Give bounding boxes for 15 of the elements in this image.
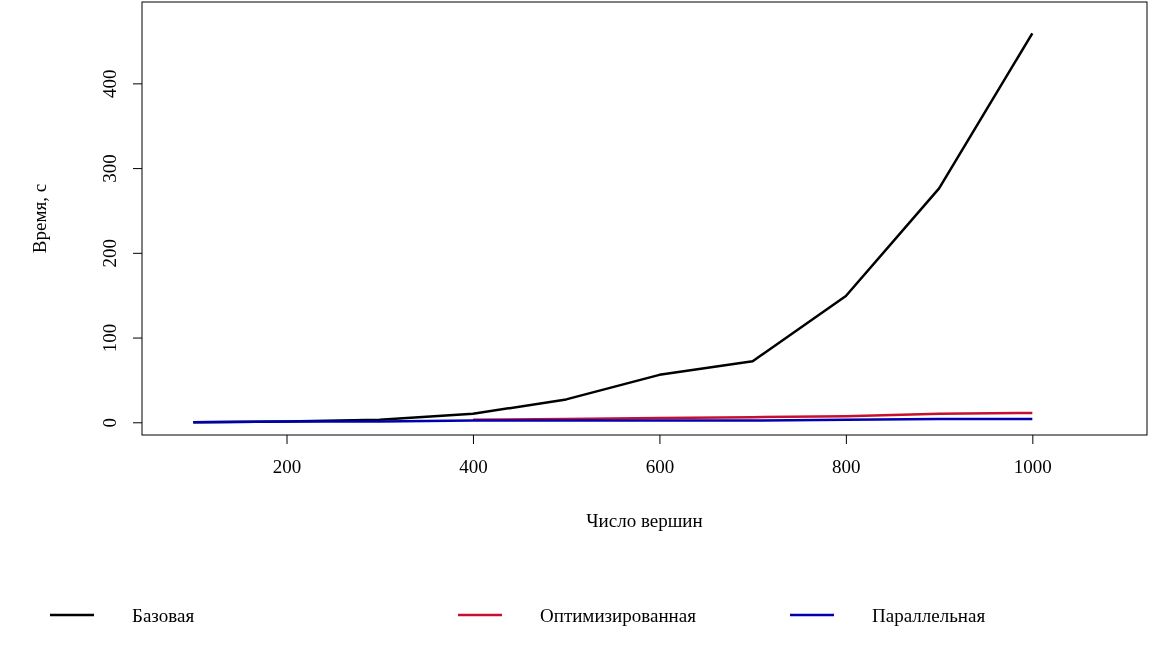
x-tick-label: 1000 — [1013, 456, 1052, 478]
legend-label: Оптимизированная — [540, 605, 697, 626]
y-tick-label: 300 — [99, 154, 120, 183]
x-tick-label: 200 — [272, 456, 302, 478]
x-tick-label: 800 — [832, 456, 861, 478]
y-tick-label: 200 — [99, 239, 120, 268]
x-axis-title: Число вершин — [586, 510, 703, 531]
legend-label: Базовая — [132, 605, 195, 626]
y-axis-title: Время, с — [29, 183, 50, 254]
x-tick-label: 400 — [459, 456, 488, 478]
x-tick-label: 600 — [645, 456, 675, 478]
y-tick-label: 400 — [99, 69, 120, 99]
y-tick-label: 100 — [99, 323, 120, 353]
y-tick-label: 0 — [99, 418, 120, 428]
legend-label: Параллельная — [872, 605, 986, 626]
